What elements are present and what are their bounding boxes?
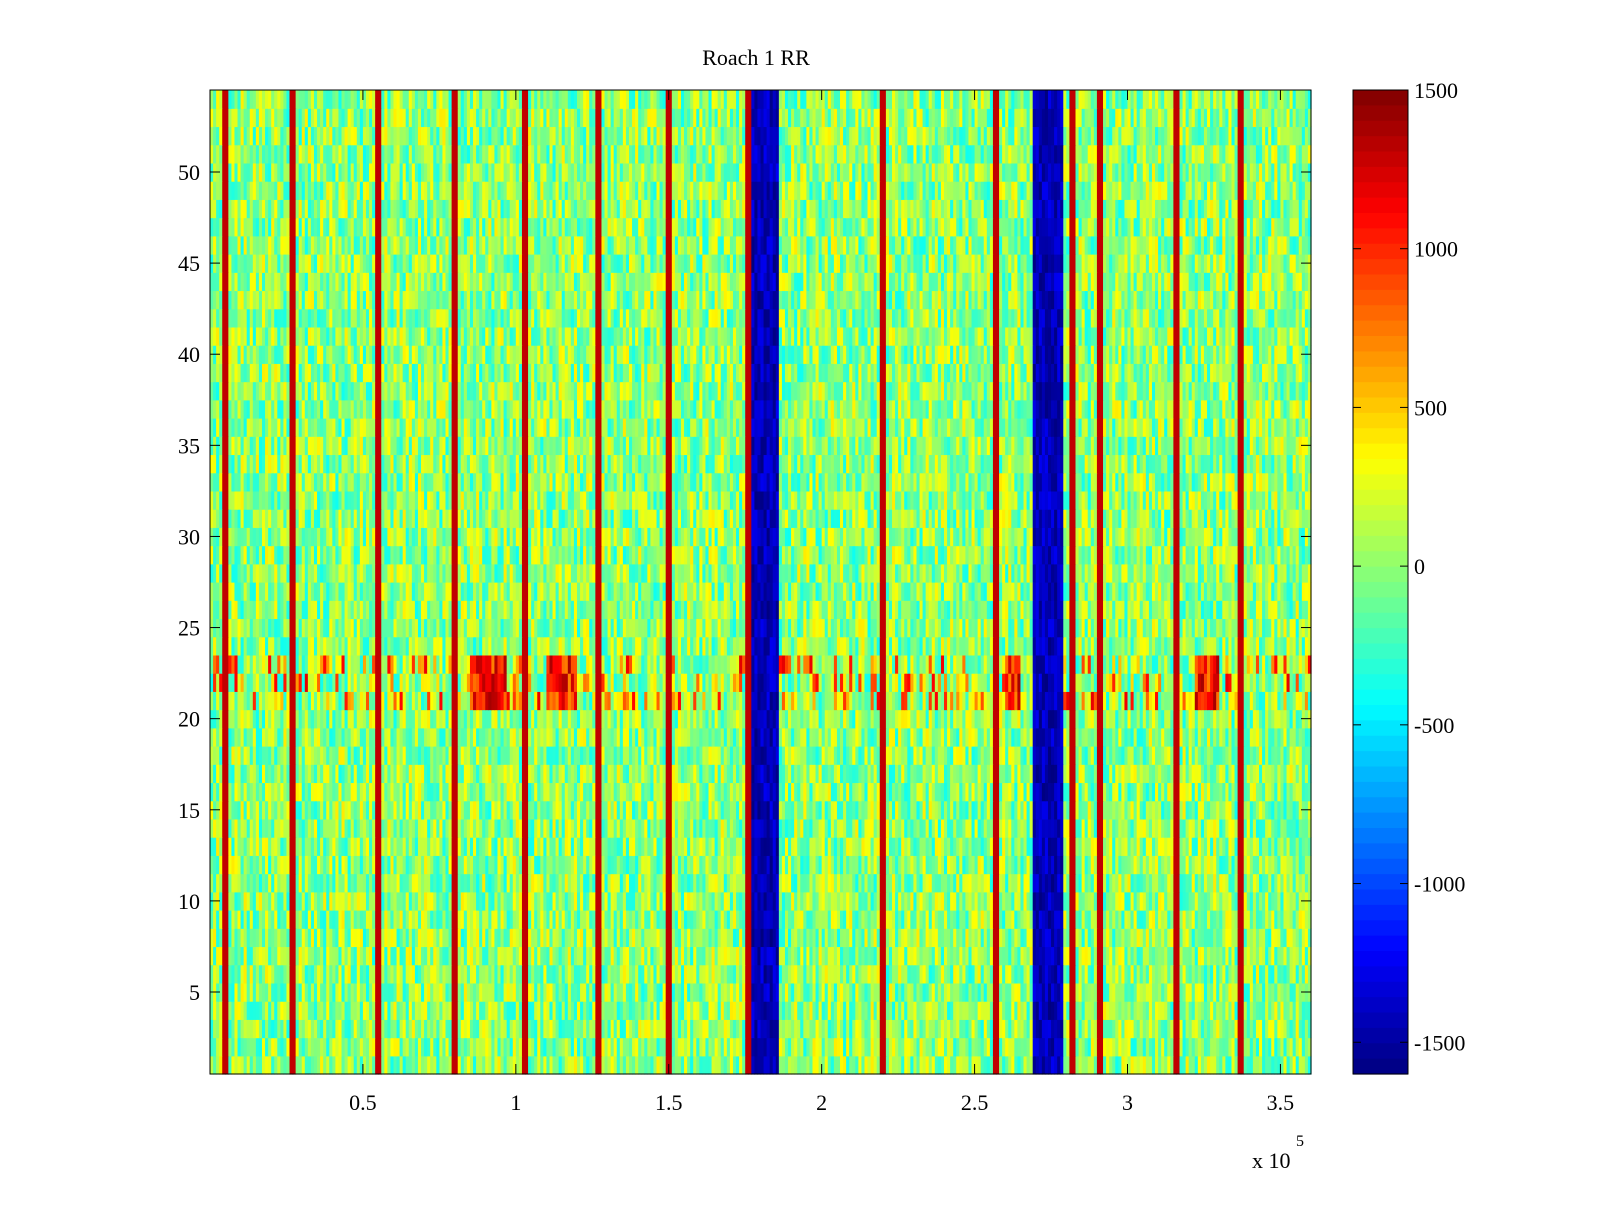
- heatmap-cells: [210, 90, 1312, 1075]
- heatmap-row: [210, 983, 1312, 1002]
- heatmap-row: [210, 965, 1312, 984]
- heatmap-chart: Roach 1 RR 0.5 1 1.5 2 2.5 3 3.5 5101520253035…: [0, 0, 1600, 1200]
- heatmap-row: [210, 1001, 1312, 1020]
- chart-title: Roach 1 RR: [702, 45, 810, 70]
- heatmap-row: [210, 1019, 1312, 1038]
- heatmap-row: [210, 1056, 1312, 1075]
- heatmap-row: [210, 1038, 1312, 1057]
- heatmap-figure: Roach 1 RR 0.5 1 1.5 2 2.5 3 3.5 5 10 15 20 25 30 35…: [0, 0, 1600, 1200]
- heatmap-row: [210, 946, 1312, 965]
